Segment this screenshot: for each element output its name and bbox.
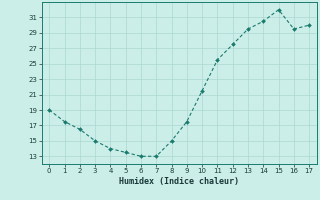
X-axis label: Humidex (Indice chaleur): Humidex (Indice chaleur) <box>119 177 239 186</box>
